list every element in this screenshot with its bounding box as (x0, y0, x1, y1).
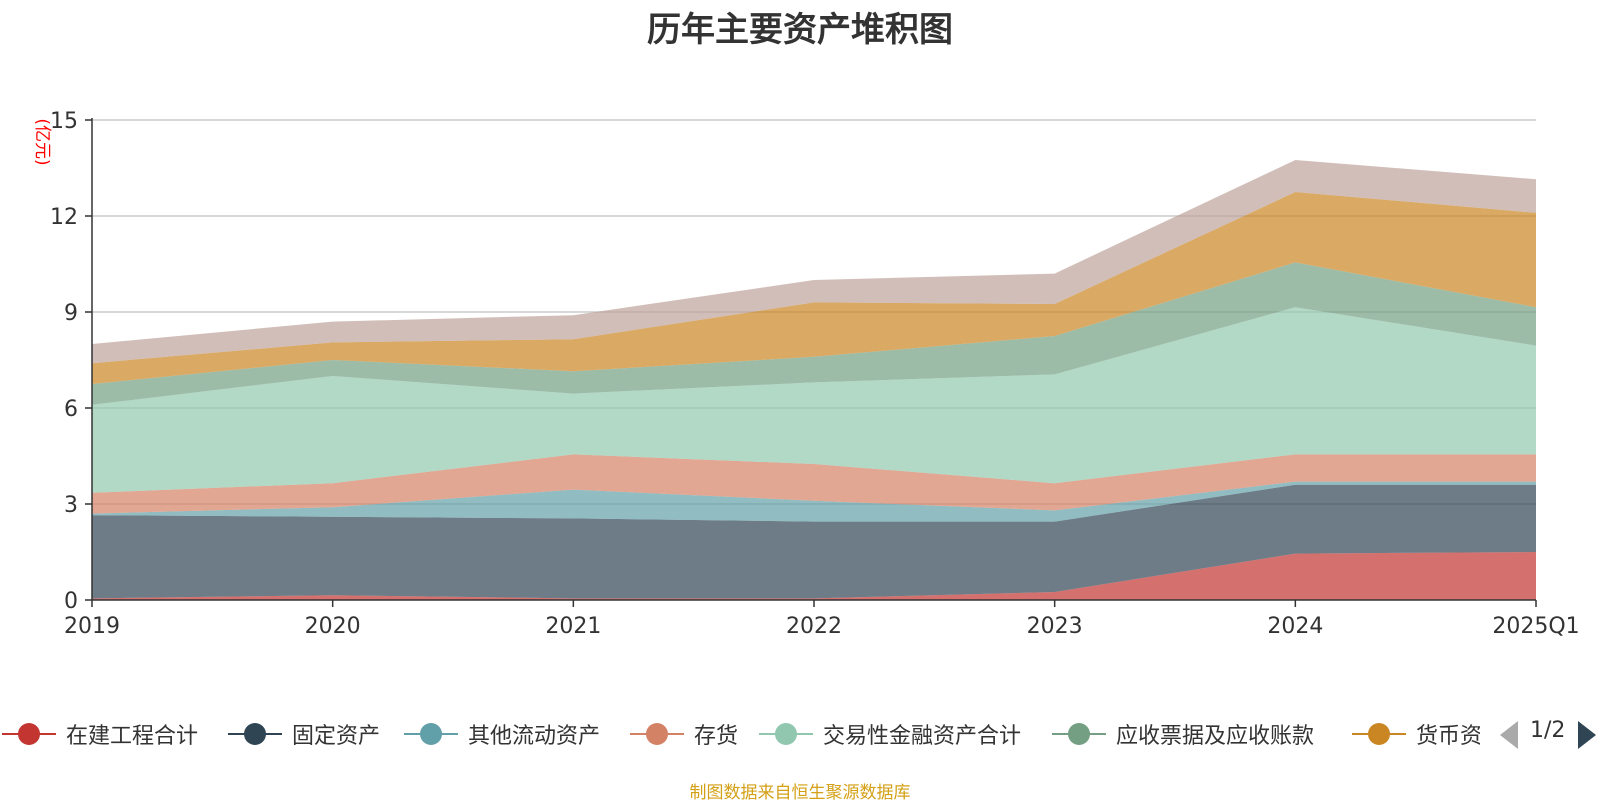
legend-label: 其他流动资产 (468, 724, 601, 749)
y-tick-label: 6 (64, 397, 78, 422)
legend-marker-icon (2, 723, 56, 745)
legend-item[interactable]: 其他流动资产 (402, 714, 600, 754)
area-series-7[interactable] (92, 160, 1536, 364)
area-series-6[interactable] (92, 192, 1536, 384)
legend-label: 应收票据及应收账款 (1116, 724, 1315, 749)
legend-item[interactable]: 货币资金 (1350, 714, 1480, 754)
chart-title: 历年主要资产堆积图 (647, 10, 953, 50)
legend-item[interactable]: 交易性金融资产合计 (757, 714, 1021, 754)
legend-item[interactable]: 应收票据及应收账款 (1050, 714, 1314, 754)
legend: 在建工程合计 固定资产 其他流动资产 存货 交易性金融资产合计 应收票据及应收账款 货币资金… (0, 714, 1600, 754)
x-tick-label: 2021 (545, 614, 601, 639)
legend-item[interactable]: 固定资产 (226, 714, 380, 754)
legend-marker-icon (228, 723, 282, 745)
y-tick-label: 3 (64, 493, 78, 518)
x-tick-label: 2022 (786, 614, 842, 639)
legend-pager: 1/2 (1498, 714, 1600, 754)
legend-label: 货币资金 (1416, 724, 1480, 749)
y-tick-label: 0 (64, 589, 78, 614)
x-tick-label: 2023 (1027, 614, 1083, 639)
y-tick-label: 15 (50, 109, 78, 134)
area-series-3[interactable] (92, 454, 1536, 514)
x-tick-label: 2025Q1 (1492, 614, 1579, 639)
legend-prev-page-icon[interactable] (1498, 721, 1520, 749)
axes: 0 3 6 9 12 15 2019 2020 2021 2022 2023 2024 2025Q1 (50, 109, 1580, 639)
area-series-5[interactable] (92, 262, 1536, 405)
legend-marker-icon (1352, 723, 1406, 745)
legend-label: 固定资产 (292, 724, 381, 749)
y-axis-unit-label: (亿元) (32, 118, 52, 165)
legend-item[interactable]: 在建工程合计 (0, 714, 198, 754)
area-series-1[interactable] (92, 484, 1536, 599)
area-series-2[interactable] (92, 481, 1536, 522)
legend-item[interactable]: 存货 (628, 714, 738, 754)
legend-marker-icon (1052, 723, 1106, 745)
x-tick-label: 2024 (1267, 614, 1323, 639)
x-tick-label: 2020 (305, 614, 361, 639)
legend-marker-icon (404, 723, 458, 745)
legend-label: 在建工程合计 (66, 724, 199, 749)
legend-label: 交易性金融资产合计 (823, 724, 1022, 749)
legend-label: 存货 (694, 724, 739, 749)
y-tick-label: 12 (50, 205, 78, 230)
legend-marker-icon (630, 723, 684, 745)
legend-marker-icon (759, 723, 813, 745)
area-series-4[interactable] (92, 307, 1536, 493)
area-series-layer (92, 160, 1536, 600)
area-series-0[interactable] (92, 552, 1536, 600)
area-chart: 0 3 6 9 12 15 2019 2020 2021 2022 2023 2024 2025Q1 (… (32, 109, 1580, 639)
legend-next-page-icon[interactable] (1576, 721, 1598, 749)
y-tick-label: 9 (64, 301, 78, 326)
legend-items: 在建工程合计 固定资产 其他流动资产 存货 交易性金融资产合计 应收票据及应收账款 货币资金 (0, 714, 1480, 754)
source-note: 制图数据来自恒生聚源数据库 (689, 783, 911, 803)
legend-page-indicator: 1/2 (1530, 718, 1566, 743)
x-tick-label: 2019 (64, 614, 120, 639)
